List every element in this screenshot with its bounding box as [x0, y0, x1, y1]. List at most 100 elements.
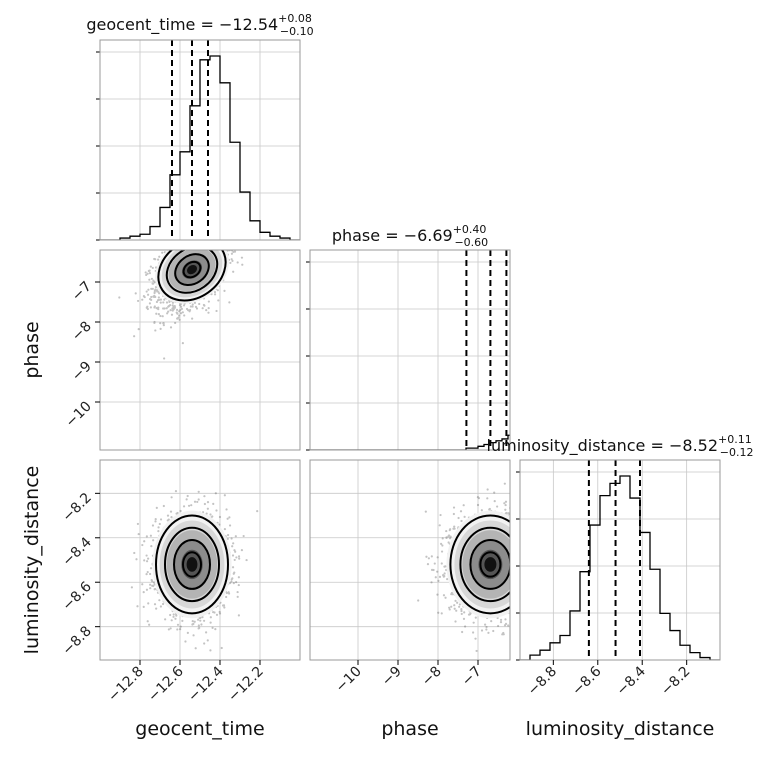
scatter-point [176, 511, 179, 515]
scatter-point [223, 243, 225, 245]
pair-panel-geocent_time-luminosity_distance [99, 459, 301, 661]
scatter-point [528, 570, 530, 572]
scatter-point [159, 314, 162, 318]
scatter-point [209, 229, 211, 231]
scatter-point [503, 624, 507, 627]
scatter-point [180, 307, 184, 311]
scatter-point [467, 613, 471, 616]
scatter-point [152, 584, 155, 588]
scatter-point [249, 232, 251, 234]
scatter-point [197, 241, 199, 243]
scatter-point [200, 241, 202, 243]
scatter-point [170, 242, 172, 244]
scatter-region [130, 490, 259, 652]
scatter-point [521, 521, 523, 523]
scatter-point [137, 328, 140, 331]
scatter-point [199, 243, 201, 245]
histogram-bins [100, 40, 300, 240]
scatter-point [175, 311, 178, 314]
scatter-point [221, 243, 223, 245]
scatter-point [460, 612, 463, 616]
scatter-point [513, 546, 515, 548]
scatter-point [245, 218, 247, 220]
scatter-point [453, 607, 456, 610]
scatter-point [226, 517, 229, 520]
scatter-point [184, 232, 186, 234]
scatter-point [191, 303, 194, 306]
scatter-point [228, 524, 232, 527]
scatter-point [174, 490, 178, 493]
scatter-point [521, 596, 523, 598]
scatter-point [149, 583, 152, 586]
scatter-point [474, 616, 477, 619]
scatter-point [233, 558, 236, 562]
scatter-point [226, 227, 228, 229]
scatter-point [217, 243, 219, 245]
scatter-point [462, 617, 466, 621]
scatter-point [169, 510, 173, 513]
scatter-point [487, 631, 490, 634]
scatter-point [223, 606, 226, 609]
scatter-point [503, 482, 506, 485]
scatter-point [521, 556, 523, 558]
scatter-point [163, 357, 166, 360]
scatter-point [150, 295, 153, 299]
scatter-point [154, 288, 157, 291]
scatter-point [514, 561, 516, 563]
scatter-point [157, 308, 160, 311]
scatter-point [525, 544, 527, 546]
scatter-point [186, 230, 188, 232]
scatter-point [510, 558, 512, 560]
scatter-point [145, 290, 148, 293]
scatter-point [528, 545, 530, 547]
scatter-point [517, 569, 519, 571]
scatter-point [524, 546, 526, 548]
scatter-point [512, 546, 514, 548]
contour-line [165, 250, 219, 294]
scatter-point [235, 556, 238, 559]
scatter-point [223, 240, 225, 242]
scatter-point [240, 256, 244, 259]
scatter-point [205, 229, 207, 231]
scatter-point [150, 277, 153, 280]
scatter-point [162, 324, 165, 327]
scatter-point [153, 320, 156, 324]
scatter-point [525, 614, 527, 616]
scatter-point [190, 246, 192, 248]
scatter-point [217, 230, 219, 232]
scatter-point [179, 309, 182, 312]
scatter-point [169, 613, 172, 617]
scatter-point [198, 626, 201, 630]
scatter-point [445, 536, 448, 540]
scatter-point [182, 505, 186, 508]
scatter-point [205, 512, 208, 515]
scatter-point [523, 562, 525, 564]
scatter-point [161, 315, 164, 318]
scatter-point [169, 303, 172, 307]
scatter-point [230, 252, 234, 255]
scatter-point [523, 585, 525, 587]
panel-frame [519, 459, 721, 661]
scatter-point [177, 316, 180, 319]
scatter-point [187, 247, 189, 249]
scatter-point [512, 569, 514, 571]
scatter-point [146, 272, 149, 275]
scatter-point [234, 550, 237, 553]
scatter-point [199, 241, 201, 243]
scatter-point [430, 568, 434, 571]
histogram-step [310, 434, 510, 450]
scatter-point [447, 541, 450, 544]
scatter-point [153, 321, 156, 324]
scatter-point [185, 498, 188, 501]
scatter-point [220, 646, 223, 650]
scatter-point [188, 246, 190, 248]
contour-line [173, 539, 211, 590]
scatter-point [220, 247, 222, 249]
scatter-point [157, 530, 160, 533]
scatter-point [156, 299, 160, 302]
scatter-point [159, 322, 162, 325]
scatter-point [168, 300, 171, 303]
scatter-point [232, 582, 235, 585]
scatter-point [548, 550, 550, 552]
scatter-point [209, 246, 211, 248]
